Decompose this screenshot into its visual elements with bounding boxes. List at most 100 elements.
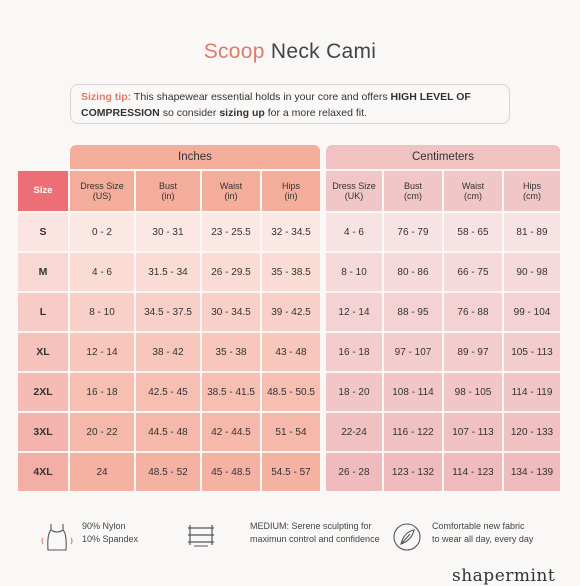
cell-bust-cm: 76 - 79 — [384, 213, 442, 251]
cell-waist-cm: 58 - 65 — [444, 213, 502, 251]
cell-dress-size-us: 4 - 6 — [70, 253, 134, 291]
feature-material-line-1: 90% Nylon — [82, 521, 126, 531]
cell-hips-in: 35 - 38.5 — [262, 253, 320, 291]
tank-top-icon — [41, 524, 73, 551]
column-header-dress-size-uk-label: Dress Size — [332, 181, 376, 191]
size-cell: XL — [18, 333, 68, 371]
cell-dress-size-uk: 16 - 18 — [326, 333, 382, 371]
sizing-tip-text-3: for a more relaxed fit. — [267, 107, 367, 119]
cell-hips-in: 54.5 - 57 — [262, 453, 320, 491]
cell-bust-in: 31.5 - 34 — [136, 253, 200, 291]
sizing-tip-bold-2: sizing up — [219, 107, 265, 119]
row-gap — [322, 253, 324, 291]
cell-dress-size-uk: 8 - 10 — [326, 253, 382, 291]
cell-dress-size-uk: 12 - 14 — [326, 293, 382, 331]
group-gap — [322, 145, 324, 169]
cell-bust-in: 38 - 42 — [136, 333, 200, 371]
cell-bust-in: 30 - 31 — [136, 213, 200, 251]
row-gap — [322, 373, 324, 411]
size-cell: M — [18, 253, 68, 291]
column-header-bust-cm-label: Bust — [403, 181, 422, 191]
column-header-hips-in-label: Hips — [281, 181, 300, 191]
feature-compression-line-1: MEDIUM: Serene sculpting for — [250, 521, 372, 531]
cell-hips-in: 43 - 48 — [262, 333, 320, 371]
cell-dress-size-uk: 4 - 6 — [326, 213, 382, 251]
title-rest: Neck Cami — [270, 40, 377, 63]
cell-hips-cm: 105 - 113 — [504, 333, 560, 371]
row-gap — [322, 293, 324, 331]
column-header-hips-in: Hips (in) — [262, 171, 320, 211]
cell-bust-in: 42.5 - 45 — [136, 373, 200, 411]
size-cell: 3XL — [18, 413, 68, 451]
cell-bust-in: 44.5 - 48 — [136, 413, 200, 451]
cell-dress-size-us: 8 - 10 — [70, 293, 134, 331]
column-header-dress-size-us-label: Dress Size — [80, 181, 124, 191]
page-title: Scoop Neck Cami — [0, 40, 580, 64]
cell-bust-cm: 88 - 95 — [384, 293, 442, 331]
cell-waist-in: 35 - 38 — [202, 333, 260, 371]
title-accent: Scoop — [203, 40, 265, 63]
cell-bust-in: 34.5 - 37.5 — [136, 293, 200, 331]
feature-material-line-2: 10% Spandex — [82, 534, 139, 544]
column-header-bust-in-unit: (in) — [161, 191, 175, 201]
column-header-hips-cm: Hips (cm) — [504, 171, 560, 211]
table-row: 3XL 20 - 22 44.5 - 48 42 - 44.5 51 - 54 22-24… — [18, 413, 560, 451]
compression-icon — [188, 525, 214, 547]
group-header-centimeters: Centimeters — [326, 145, 560, 169]
cell-hips-cm: 114 - 119 — [504, 373, 560, 411]
column-header-waist-in-label: Waist — [219, 181, 243, 191]
cell-bust-cm: 116 - 122 — [384, 413, 442, 451]
cell-waist-cm: 114 - 123 — [444, 453, 502, 491]
cell-hips-in: 39 - 42.5 — [262, 293, 320, 331]
column-header-dress-size-uk: Dress Size (UK) — [326, 171, 382, 211]
table-row: 4XL 24 48.5 - 52 45 - 48.5 54.5 - 57 26 - 28 1… — [18, 453, 560, 491]
column-header-bust-in: Bust (in) — [136, 171, 200, 211]
column-header-bust-cm: Bust (cm) — [384, 171, 442, 211]
cell-waist-in: 42 - 44.5 — [202, 413, 260, 451]
column-header-size: Size — [18, 171, 68, 211]
header-gap — [322, 171, 324, 211]
cell-bust-in: 48.5 - 52 — [136, 453, 200, 491]
feature-compression-line-2: maximun control and confidence — [250, 534, 380, 544]
cell-bust-cm: 80 - 86 — [384, 253, 442, 291]
group-spacer — [18, 145, 68, 169]
column-header-waist-cm: Waist (cm) — [444, 171, 502, 211]
row-gap — [322, 453, 324, 491]
sizing-tip-label: Sizing tip: — [81, 91, 132, 103]
cell-waist-cm: 107 - 113 — [444, 413, 502, 451]
cell-hips-in: 51 - 54 — [262, 413, 320, 451]
cell-waist-in: 45 - 48.5 — [202, 453, 260, 491]
cell-dress-size-uk: 26 - 28 — [326, 453, 382, 491]
cell-dress-size-us: 12 - 14 — [70, 333, 134, 371]
size-cell: L — [18, 293, 68, 331]
feather-icon — [393, 523, 421, 551]
group-header-inches: Inches — [70, 145, 320, 169]
cell-hips-in: 48.5 - 50.5 — [262, 373, 320, 411]
cell-waist-in: 26 - 29.5 — [202, 253, 260, 291]
sizing-tip-box: Sizing tip: This shapewear essential hol… — [70, 84, 510, 124]
column-header-waist-in: Waist (in) — [202, 171, 260, 211]
cell-waist-in: 38.5 - 41.5 — [202, 373, 260, 411]
cell-hips-in: 32 - 34.5 — [262, 213, 320, 251]
row-gap — [322, 413, 324, 451]
cell-bust-cm: 108 - 114 — [384, 373, 442, 411]
column-header-hips-cm-label: Hips — [522, 181, 541, 191]
cell-hips-cm: 99 - 104 — [504, 293, 560, 331]
sizing-tip-text-1: This shapewear essential holds in your c… — [133, 91, 388, 103]
cell-waist-in: 23 - 25.5 — [202, 213, 260, 251]
cell-dress-size-uk: 18 - 20 — [326, 373, 382, 411]
cell-hips-cm: 134 - 139 — [504, 453, 560, 491]
cell-hips-cm: 90 - 98 — [504, 253, 560, 291]
cell-waist-cm: 98 - 105 — [444, 373, 502, 411]
column-header-hips-cm-unit: (cm) — [523, 191, 541, 201]
cell-dress-size-us: 0 - 2 — [70, 213, 134, 251]
sizing-tip-text-2: so consider — [162, 107, 217, 119]
cell-hips-cm: 81 - 89 — [504, 213, 560, 251]
column-header-bust-cm-unit: (cm) — [404, 191, 422, 201]
size-chart-table: Inches Centimeters Size Dress Size (US) Bu… — [16, 143, 562, 493]
table-row: 2XL 16 - 18 42.5 - 45 38.5 - 41.5 48.5 - 50.… — [18, 373, 560, 411]
